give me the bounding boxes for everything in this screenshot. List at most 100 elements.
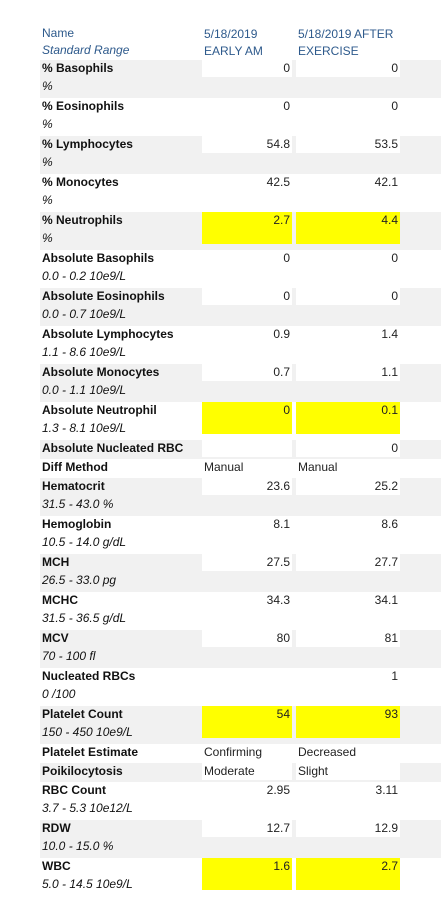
value-after-exercise: 0 [296,440,400,457]
table-row: Diff Method Manual Manual [40,459,441,478]
value-after-exercise: 0 [391,251,398,265]
table-row: MCV 70 - 100 fl 80 81 [40,630,441,668]
table-row: Hematocrit 31.5 - 43.0 % 23.6 25.2 [40,478,441,516]
test-name: Absolute Neutrophil [42,403,157,417]
value-after-exercise: 1.4 [381,327,398,341]
test-name: Absolute Monocytes [42,365,160,379]
value-after-exercise: 0 [391,99,398,113]
test-name: Hematocrit [42,479,105,493]
value-early-am: Confirming [204,745,263,759]
value-after-exercise: 34.1 [374,593,398,607]
value-after-exercise: 93 [296,706,400,738]
standard-range: 0.0 - 1.1 10e9/L [42,383,127,397]
table-row: Nucleated RBCs 0 /100 1 [40,668,441,706]
table-row: % Lymphocytes% 54.8 53.5 [40,136,441,174]
test-name: % Eosinophils [42,99,125,113]
standard-range: 150 - 450 10e9/L [42,725,133,739]
test-name: WBC [42,859,71,873]
table-header: Name Standard Range 5/18/2019 EARLY AM 5… [40,22,441,60]
header-after-exercise-label: EXERCISE [298,44,359,58]
value-after-exercise: 81 [296,630,400,647]
test-name: Platelet Estimate [42,745,139,759]
value-after-exercise: 3.11 [375,783,398,797]
test-name: Poikilocytosis [42,764,123,778]
header-after-exercise: 5/18/2019 AFTER EXERCISE [298,26,393,60]
value-early-am: 80 [202,630,292,647]
test-name: RDW [42,821,71,835]
value-early-am: 27.5 [202,554,292,571]
value-early-am: 42.5 [266,175,290,189]
table-row: Absolute Monocytes 0.0 - 1.1 10e9/L 0.7 1.1 [40,364,441,402]
value-after-exercise: Slight [296,763,400,780]
value-after-exercise: 1 [391,669,398,683]
test-name: Absolute Eosinophils [42,289,165,303]
standard-range: % [42,117,53,131]
value-after-exercise: 12.9 [296,820,400,837]
standard-range: 0.0 - 0.2 10e9/L [42,269,127,283]
table-row: WBC 5.0 - 14.5 10e9/L 1.6 2.7 [40,858,441,896]
value-early-am: 12.7 [202,820,292,837]
value-after-exercise: 25.2 [296,478,400,495]
table-body: % Basophils% 0 0% Eosinophils% 0 0% Lymphocy… [40,60,441,896]
value-early-am: 0 [202,288,292,305]
table-row: MCHC 31.5 - 36.5 g/dL 34.3 34.1 [40,592,441,630]
value-after-exercise: Manual [298,460,338,474]
value-after-exercise: 4.4 [296,212,400,244]
test-name: Absolute Nucleated RBC [42,441,184,455]
standard-range: 31.5 - 36.5 g/dL [42,611,127,625]
lab-results-table: Name Standard Range 5/18/2019 EARLY AM 5… [40,22,441,896]
value-early-am: 0 [202,402,292,434]
standard-range: % [42,193,53,207]
header-standard-range: Standard Range [42,43,130,57]
value-early-am: 34.3 [266,593,290,607]
table-row: Absolute Nucleated RBC 0 [40,440,441,459]
test-name: Absolute Lymphocytes [42,327,174,341]
standard-range: 31.5 - 43.0 % [42,497,114,511]
value-after-exercise: 0 [296,288,400,305]
table-row: % Monocytes% 42.5 42.1 [40,174,441,212]
standard-range: % [42,155,53,169]
standard-range: 3.7 - 5.3 10e12/L [42,801,133,815]
value-early-am: 2.95 [266,783,290,797]
standard-range: 1.3 - 8.1 10e9/L [42,421,127,435]
table-row: Absolute Lymphocytes 1.1 - 8.6 10e9/L 0.9 1… [40,326,441,364]
value-early-am: 54.8 [202,136,292,153]
standard-range: 0 /100 [42,687,76,701]
value-early-am: 2.7 [202,212,292,244]
table-row: % Neutrophils% 2.7 4.4 [40,212,441,250]
table-row: RDW 10.0 - 15.0 % 12.7 12.9 [40,820,441,858]
value-after-exercise: Decreased [298,745,357,759]
value-early-am: 23.6 [202,478,292,495]
value-after-exercise: 1.1 [296,364,400,381]
test-name: % Basophils [42,61,114,75]
table-row: Hemoglobin 10.5 - 14.0 g/dL 8.1 8.6 [40,516,441,554]
value-early-am [202,440,292,457]
value-early-am: 0 [283,251,290,265]
standard-range: 26.5 - 33.0 pg [42,573,117,587]
test-name: RBC Count [42,783,106,797]
test-name: Hemoglobin [42,517,112,531]
value-early-am [202,668,292,685]
value-early-am: 0 [283,99,290,113]
value-early-am: Moderate [202,763,292,780]
table-row: % Eosinophils% 0 0 [40,98,441,136]
table-row: MCH 26.5 - 33.0 pg 27.5 27.7 [40,554,441,592]
table-row: Absolute Basophils 0.0 - 0.2 10e9/L 0 0 [40,250,441,288]
value-after-exercise: 53.5 [296,136,400,153]
test-name: Platelet Count [42,707,123,721]
table-row: % Basophils% 0 0 [40,60,441,98]
test-name: Absolute Basophils [42,251,155,265]
value-early-am: Manual [204,460,244,474]
value-after-exercise: 27.7 [296,554,400,571]
header-name: Name [42,26,75,40]
standard-range: 1.1 - 8.6 10e9/L [42,345,127,359]
standard-range: 0.0 - 0.7 10e9/L [42,307,127,321]
test-name: % Lymphocytes [42,137,133,151]
table-row: Platelet Count 150 - 450 10e9/L 54 93 [40,706,441,744]
table-row: Poikilocytosis Moderate Slight [40,763,441,782]
table-row: Platelet Estimate Confirming Decreased [40,744,441,763]
value-after-exercise: 0 [296,60,400,77]
header-early-am-label: EARLY AM [204,44,263,58]
test-name: MCHC [42,593,78,607]
value-early-am: 0 [202,60,292,77]
